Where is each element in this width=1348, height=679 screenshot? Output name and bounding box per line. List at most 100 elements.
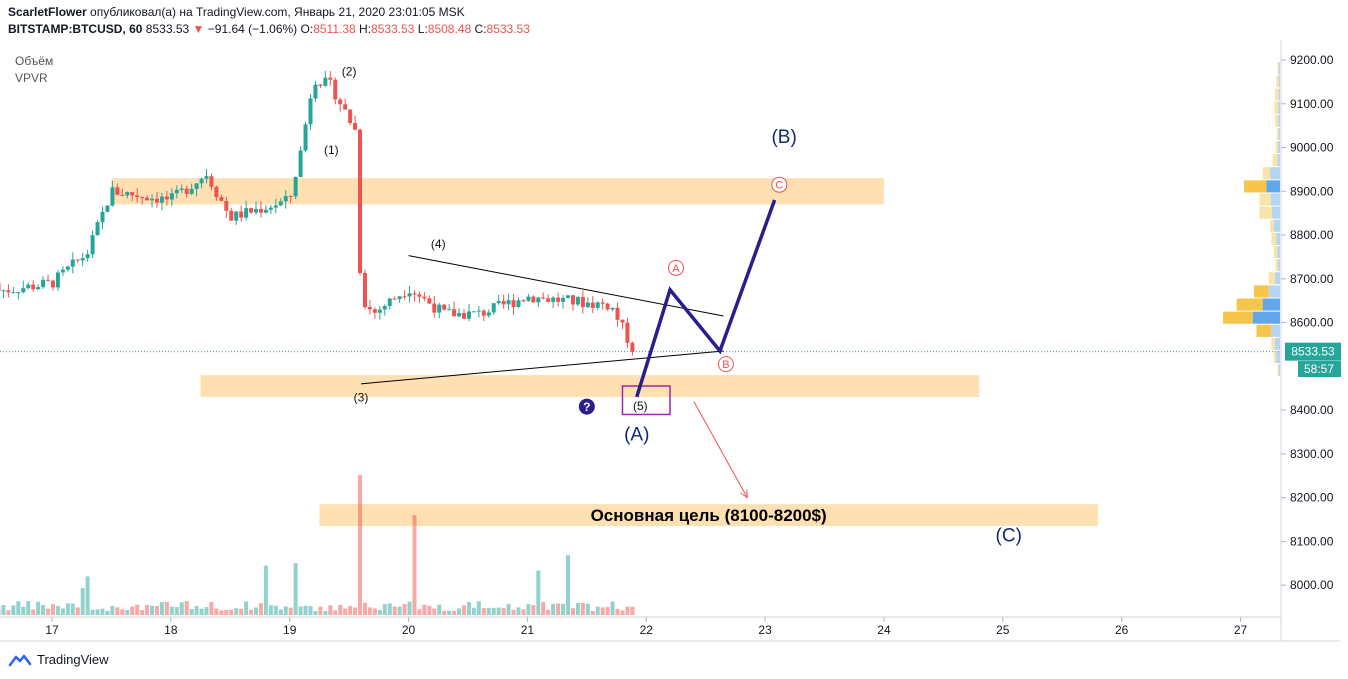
volume-bar	[249, 609, 254, 615]
indicator-vpvr[interactable]: VPVR	[15, 71, 48, 85]
volume-bar	[541, 601, 546, 615]
tradingview-logo-icon	[8, 654, 32, 666]
volume-bar	[427, 605, 432, 615]
candle-body	[476, 310, 481, 312]
vp-up-bar	[1275, 272, 1280, 285]
indicator-volume[interactable]: Объём	[15, 54, 54, 68]
candle-body	[219, 197, 224, 202]
volume-bar	[412, 515, 417, 615]
volume-bar	[566, 555, 571, 615]
volume-bar	[6, 610, 11, 615]
low-value: 8508.48	[427, 22, 472, 36]
x-tick-label: 21	[521, 623, 535, 637]
candle-body	[437, 304, 442, 313]
candle-body	[55, 272, 60, 288]
volume-bar	[476, 601, 481, 615]
y-tick-label: 8100.00	[1290, 534, 1334, 548]
volume-bar	[358, 475, 363, 615]
volume-bar	[254, 607, 259, 615]
candle-body	[590, 302, 595, 308]
vp-up-bar	[1278, 140, 1280, 154]
y-tick-label: 8600.00	[1290, 316, 1334, 330]
vp-up-bar	[1276, 232, 1280, 245]
candle-body	[343, 104, 348, 110]
candle-body	[135, 195, 140, 198]
x-tick-label: 27	[1234, 623, 1248, 637]
candle-body	[70, 259, 75, 267]
candle-body	[244, 208, 249, 218]
tradingview-brand[interactable]: TradingView	[8, 652, 109, 667]
price-axis[interactable]: 9200.00 9100.00 9000.00 8900.00 8800.00 8700.…	[1281, 53, 1334, 592]
volume-bar	[65, 603, 70, 615]
triangle-upper-line	[408, 255, 724, 317]
volume-bar	[556, 603, 561, 615]
volume-bar	[303, 605, 308, 615]
candle-body	[110, 187, 115, 206]
wave-label: (2)	[342, 64, 357, 78]
candle-body	[169, 193, 174, 200]
volume-bar	[511, 609, 516, 615]
volume-bar	[546, 609, 551, 615]
volume-bar	[0, 608, 1, 615]
vp-down-bar	[1256, 324, 1272, 337]
vp-up-bar	[1278, 259, 1280, 272]
vp-up-bar	[1278, 114, 1280, 127]
volume-bar	[105, 610, 110, 615]
volume-bar	[362, 602, 367, 615]
candle-body	[184, 188, 189, 194]
volume-bar	[585, 603, 590, 615]
y-tick-label: 8000.00	[1290, 578, 1334, 592]
volume-bar	[516, 607, 521, 615]
volume-bar	[437, 604, 442, 615]
volume-bar	[179, 602, 184, 615]
vp-down-bar	[1275, 88, 1279, 101]
candle-body	[551, 297, 556, 302]
wave-5-box	[621, 385, 671, 416]
candle-body	[630, 342, 635, 352]
volume-bar	[313, 610, 318, 615]
candle-body	[501, 300, 506, 305]
volume-bar	[85, 576, 90, 615]
vp-up-bar	[1262, 298, 1280, 311]
volume-bar	[11, 605, 16, 615]
wave-label: (B)	[771, 127, 796, 148]
candle-body	[338, 99, 343, 105]
price-zone	[319, 504, 1098, 527]
candle-body	[521, 300, 526, 302]
volume-bar	[422, 604, 427, 615]
time-axis[interactable]: 17 18 19 20 21 22 23 24 25 26 27	[45, 617, 1247, 637]
candle-body	[263, 209, 268, 213]
volume-bar	[125, 609, 130, 615]
candle-body	[60, 269, 65, 273]
candle-body	[531, 296, 536, 303]
volume-bar	[199, 608, 204, 615]
question-mark-icon	[578, 398, 595, 415]
volume-bar	[120, 609, 125, 615]
symbol-name[interactable]: BITSTAMP:BTCUSD, 60	[8, 22, 143, 36]
volume-bar	[377, 609, 382, 615]
volume-bar	[100, 608, 105, 615]
volume-bar	[615, 608, 620, 615]
vp-up-bar	[1271, 324, 1280, 337]
x-tick-label: 25	[996, 623, 1010, 637]
author-name[interactable]: ScarletFlower	[8, 5, 87, 19]
candle-body	[575, 296, 580, 305]
vp-down-bar	[1259, 206, 1272, 219]
candle-body	[605, 303, 610, 310]
vp-up-bar	[1270, 193, 1280, 206]
candle-body	[283, 196, 288, 202]
vp-up-bar	[1276, 351, 1280, 364]
volume-bar	[298, 606, 303, 615]
wave-label: (3)	[354, 390, 369, 404]
x-tick-label: 24	[877, 623, 891, 637]
circled-wave-marker	[667, 259, 684, 276]
volume-bar	[397, 606, 402, 615]
candle-body	[308, 98, 313, 125]
vp-down-bar	[1271, 232, 1277, 245]
candle-body	[323, 77, 328, 86]
volume-bar	[36, 601, 41, 615]
volume-bar	[244, 601, 249, 615]
volume-bar	[382, 604, 387, 615]
wave-label: (A)	[624, 425, 649, 446]
